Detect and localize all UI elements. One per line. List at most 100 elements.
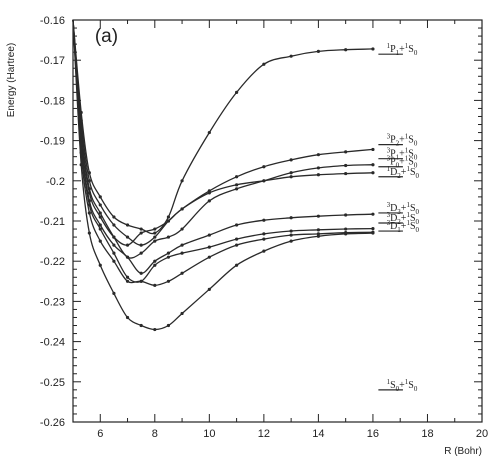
data-point (112, 223, 116, 227)
panel-label: (a) (95, 26, 118, 47)
x-axis-title: R (Bohr) (444, 446, 482, 457)
data-point (180, 179, 184, 183)
data-point (289, 158, 293, 162)
data-point (87, 211, 91, 215)
data-point (262, 249, 266, 253)
data-point (98, 215, 102, 219)
data-point (262, 165, 266, 169)
data-point (166, 215, 171, 219)
data-point (153, 283, 157, 287)
y-tick-label: -0.22 (40, 256, 65, 268)
data-point (316, 49, 320, 53)
data-point (125, 275, 130, 279)
data-point (262, 62, 266, 66)
data-point (180, 311, 184, 316)
data-point (289, 233, 293, 237)
data-point (316, 153, 320, 157)
data-point (125, 223, 130, 227)
data-point (139, 231, 143, 235)
data-point (316, 173, 320, 177)
data-point (98, 223, 102, 227)
x-tick-label: 6 (97, 428, 103, 440)
y-tick-label: -0.18 (40, 95, 65, 107)
data-point (112, 235, 116, 239)
data-point (289, 171, 293, 175)
data-point (180, 207, 184, 211)
data-point (344, 171, 348, 176)
data-point (235, 223, 239, 227)
data-point (98, 227, 102, 231)
data-point (166, 251, 171, 255)
data-point (344, 150, 348, 154)
y-tick-label: -0.17 (40, 55, 65, 67)
asymptote-label: 1D2+1S0 (387, 165, 420, 180)
series-line-1 (72, 19, 373, 235)
data-point (235, 175, 239, 179)
data-point (139, 323, 143, 328)
data-point (139, 251, 143, 255)
data-point (371, 171, 375, 175)
y-tick-label: -0.25 (40, 377, 65, 389)
data-point (166, 219, 171, 223)
x-tick-label: 16 (367, 428, 379, 440)
data-point (262, 237, 266, 241)
data-point (207, 233, 211, 237)
x-tick-label: 8 (152, 428, 158, 440)
data-point (289, 175, 293, 179)
data-point (125, 235, 130, 239)
data-point (125, 315, 130, 320)
series-line-4 (72, 19, 373, 246)
asymptote-label: 3P0+1S0 (387, 155, 418, 170)
data-point (289, 216, 293, 220)
data-point (98, 211, 102, 215)
plot-frame (72, 19, 483, 423)
data-point (316, 232, 320, 236)
data-point (125, 243, 130, 247)
data-point (98, 195, 102, 199)
data-point (153, 327, 157, 332)
series-line-7 (72, 19, 373, 286)
y-tick-label: -0.26 (40, 417, 65, 429)
y-tick-label: -0.19 (40, 136, 65, 148)
series-line-6 (72, 19, 373, 283)
data-point (79, 163, 83, 167)
data-point (112, 215, 116, 219)
data-point (316, 234, 320, 238)
data-point (289, 229, 293, 233)
x-tick-label: 14 (312, 428, 324, 440)
asymptote-label: 3D2+1S0 (387, 211, 420, 226)
data-point (153, 239, 157, 243)
data-point (166, 255, 171, 259)
data-point (289, 239, 293, 243)
data-point (344, 163, 348, 168)
data-point (371, 231, 375, 235)
data-point (235, 243, 239, 247)
x-tick-label: 10 (203, 428, 215, 440)
x-tick-label: 18 (421, 428, 433, 440)
data-point (316, 166, 320, 170)
data-point (207, 255, 211, 259)
data-point (153, 263, 157, 267)
data-point (180, 227, 184, 231)
y-tick-label: -0.23 (40, 296, 65, 308)
y-tick-label: -0.2 (46, 176, 65, 188)
data-point (344, 48, 348, 52)
data-point (153, 231, 157, 235)
data-point (235, 183, 239, 187)
data-point (207, 199, 211, 203)
data-point (207, 130, 211, 135)
data-point (98, 203, 102, 207)
data-point (235, 90, 239, 94)
data-point (112, 243, 116, 247)
data-point (316, 228, 320, 232)
data-point (344, 232, 348, 236)
data-point (98, 263, 102, 267)
x-tick-label: 20 (476, 428, 488, 440)
data-point (371, 212, 375, 216)
series-line-2 (72, 19, 373, 246)
data-point (166, 235, 171, 239)
data-point (235, 237, 239, 241)
data-point (262, 232, 266, 236)
data-point (289, 54, 293, 58)
